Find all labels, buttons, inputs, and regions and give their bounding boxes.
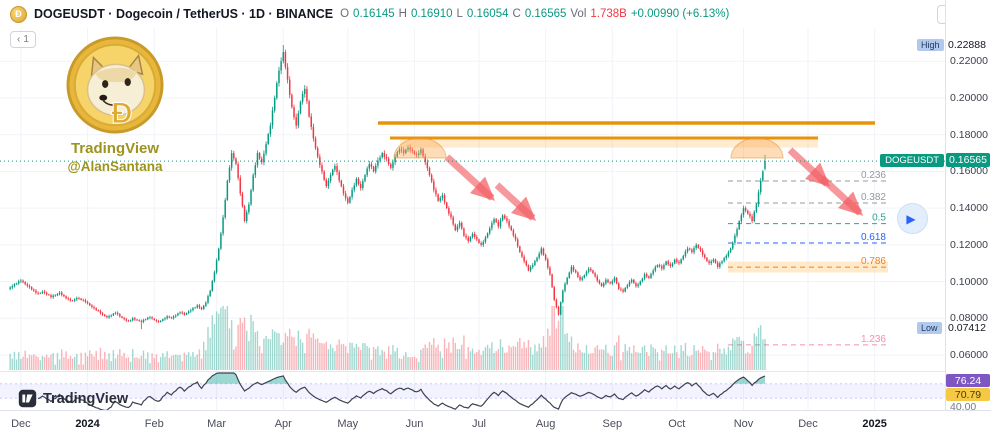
high-badge: High <box>917 39 944 51</box>
close-label: C <box>512 8 521 20</box>
hidden-items-count: 1 <box>23 34 29 45</box>
time-tick-label: Feb <box>144 418 164 430</box>
grid <box>0 28 945 410</box>
down-arrow <box>444 154 496 201</box>
price-tick-label: 0.18000 <box>950 128 988 141</box>
oscillator-overbought-fill <box>38 373 766 384</box>
high-price-value: 0.22888 <box>948 39 986 51</box>
fib-label: 0.5 <box>872 213 886 224</box>
fib-label: 0.618 <box>861 232 886 243</box>
down-arrow <box>819 175 864 216</box>
oscillator-line <box>37 372 766 411</box>
symbol-title[interactable]: DOGEUSDT · Dogecoin / TetherUS · 1D · BI… <box>34 7 334 21</box>
time-tick-label: Dec <box>798 418 818 430</box>
time-tick-label: May <box>337 418 359 430</box>
tradingview-logo-text: TradingView <box>43 390 129 407</box>
svg-text:Đ: Đ <box>111 97 132 130</box>
time-tick-label: Mar <box>207 418 227 430</box>
touch-arc <box>730 137 784 159</box>
tradingview-logo[interactable]: TradingView <box>18 389 128 408</box>
volume-series <box>9 306 766 370</box>
fib-label: 0.786 <box>861 256 886 267</box>
price-tick-label: 0.10000 <box>950 275 988 288</box>
time-tick-label: Nov <box>733 418 754 430</box>
time-tick-label: 2024 <box>75 418 100 430</box>
high-value-header: 0.16910 <box>410 8 453 20</box>
price-tick-label: 0.08000 <box>950 312 988 325</box>
low-value-header: 0.16054 <box>466 8 509 20</box>
close-value: 0.16565 <box>524 8 567 20</box>
trend-arrows <box>444 147 864 221</box>
watermark-title: TradingView <box>70 140 160 157</box>
price-tick-label: 0.12000 <box>950 238 988 251</box>
play-icon: ▶ <box>906 211 916 226</box>
open-label: O <box>340 8 350 20</box>
open-value: 0.16145 <box>353 8 395 20</box>
high-label: H <box>398 8 407 20</box>
low-price-value: 0.07412 <box>948 322 986 334</box>
down-arrow <box>787 147 831 187</box>
dogecoin-logo: Đ <box>66 36 164 134</box>
ohlc-readout: O 0.16145 H 0.16910 L 0.16054 C 0.16565 … <box>340 8 729 20</box>
touch-arc <box>393 137 447 159</box>
down-arrow <box>494 182 537 221</box>
current-price-badge[interactable]: 0.16565 <box>946 153 990 167</box>
price-tick-label: 0.14000 <box>950 202 988 215</box>
price-axis[interactable]: 0.22000 0.20000 0.18000 0.16000 0.14000 0.120… <box>945 0 991 410</box>
time-tick-label: Jun <box>405 418 424 430</box>
price-tick-label: 0.06000 <box>950 349 988 361</box>
candlestick-series <box>9 45 766 330</box>
price-tick-label: 0.20000 <box>950 92 988 105</box>
oscillator-value-badge: 76.24 <box>946 374 990 387</box>
fib-label: 1.236 <box>861 334 886 345</box>
legend-collapse-button[interactable]: ‹ 1 <box>10 31 36 48</box>
fib-label: 0.236 <box>861 170 886 181</box>
time-tick-label: 2025 <box>862 418 887 430</box>
time-tick-label: Oct <box>668 418 686 430</box>
low-badge: Low <box>917 322 942 334</box>
volume-label: Vol <box>570 8 587 20</box>
resistance-lines <box>378 121 875 159</box>
time-tick-label: Sep <box>602 418 623 430</box>
price-tick-label: 0.22000 <box>950 55 988 68</box>
oscillator-ma-badge: 70.79 <box>946 388 990 401</box>
play-button[interactable]: ▶ <box>897 203 928 234</box>
oscillator-level-label: 40.00 <box>950 401 977 413</box>
time-tick-label: Dec <box>11 418 31 430</box>
time-tick-label: Apr <box>274 418 292 430</box>
watermark-handle: @AlanSantana <box>67 159 163 174</box>
author-watermark: TradingView @AlanSantana <box>40 140 190 174</box>
time-tick-label: Jul <box>471 418 486 430</box>
fib-retracement: 0.236 0.382 0.5 0.618 0.786 1.236 <box>728 170 888 346</box>
dogecoin-icon: Ð <box>10 5 27 23</box>
symbol-header: Ð DOGEUSDT · Dogecoin / TetherUS · 1D · … <box>0 0 991 28</box>
low-label: L <box>456 8 463 20</box>
time-axis[interactable]: Dec 2024 Feb Mar Apr May Jun Jul Aug Sep Oct Nov Dec… <box>0 410 991 444</box>
volume-value: 1.738B <box>590 8 627 20</box>
chevron-left-icon: ‹ <box>17 34 21 45</box>
time-tick-label: Aug <box>535 418 556 430</box>
price-tick-label: 0.16000 <box>950 165 988 178</box>
fib-label: 0.382 <box>861 192 886 203</box>
tradingview-logo-icon <box>18 389 37 408</box>
change-value: +0.00990 (+6.13%) <box>630 8 730 20</box>
current-symbol-badge[interactable]: DOGEUSDT <box>880 154 944 167</box>
